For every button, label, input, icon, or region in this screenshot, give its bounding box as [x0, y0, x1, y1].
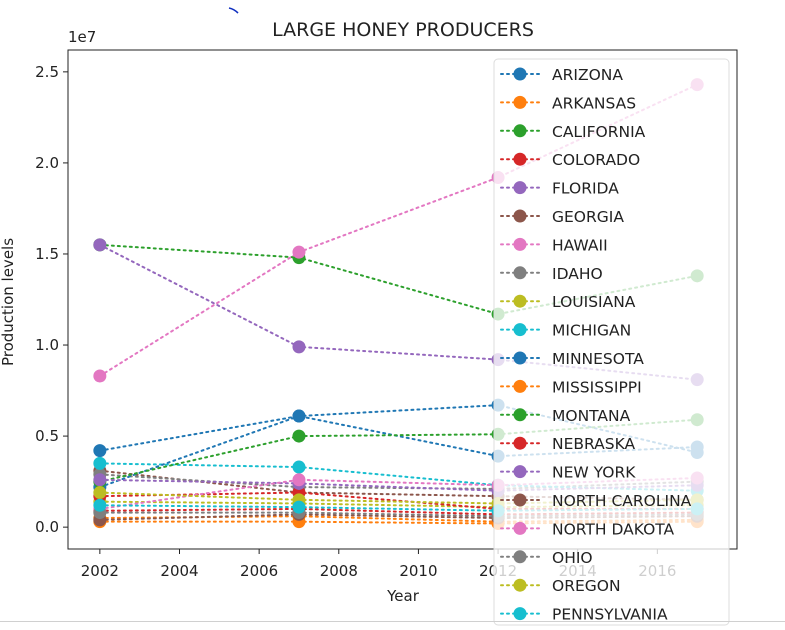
legend-item: NEW YORK [500, 464, 636, 482]
y-tick-label: 1.0 [35, 336, 59, 354]
legend-item: IDAHO [500, 265, 603, 283]
data-point [292, 245, 306, 259]
legend-label: MINNESOTA [552, 350, 644, 368]
legend-label: NORTH CAROLINA [552, 492, 692, 510]
legend-item: OREGON [500, 577, 621, 595]
legend-marker [513, 323, 527, 337]
y-tick-label: 2.0 [35, 154, 59, 172]
legend-marker [513, 578, 527, 592]
legend-marker [513, 209, 527, 223]
legend-item: CALIFORNIA [500, 123, 646, 141]
data-point [93, 238, 107, 252]
data-point [292, 500, 306, 514]
legend-item: FLORIDA [500, 180, 619, 198]
x-tick-label: 2004 [160, 562, 198, 580]
data-point [93, 444, 107, 458]
legend-label: GEORGIA [552, 208, 624, 226]
y-tick-label: 1.5 [35, 245, 59, 263]
data-point [292, 429, 306, 443]
chart-title: LARGE HONEY PRODUCERS [272, 19, 534, 41]
pen-mark-squiggle [228, 7, 239, 14]
series-line [98, 404, 699, 489]
legend-label: IDAHO [552, 265, 603, 283]
legend-item: PENNSYLVANIA [500, 606, 668, 624]
data-point [292, 473, 306, 487]
legend-marker [513, 266, 527, 280]
legend-item: MISSISSIPPI [500, 378, 642, 396]
legend-marker [513, 294, 527, 308]
y-axis-label: Production levels [0, 238, 17, 366]
data-point [292, 460, 306, 474]
x-axis-label: Year [386, 587, 420, 605]
legend-label: ARKANSAS [552, 94, 636, 112]
legend-marker [513, 95, 527, 109]
legend-label: FLORIDA [552, 180, 619, 198]
legend-label: MICHIGAN [552, 322, 631, 340]
legend-marker [513, 521, 527, 535]
legend-marker [513, 152, 527, 166]
legend-label: CALIFORNIA [552, 123, 646, 141]
legend-item: LOUISIANA [500, 293, 636, 311]
legend-box [493, 58, 730, 626]
y-tick-label: 2.5 [35, 63, 59, 81]
legend-marker [513, 351, 527, 365]
data-point [93, 473, 107, 487]
legend-label: ARIZONA [552, 66, 623, 84]
legend-marker [513, 493, 527, 507]
y-axis-offset-label: 1e7 [68, 28, 96, 46]
legend-marker [513, 550, 527, 564]
legend-label: HAWAII [552, 236, 608, 254]
legend-marker [513, 379, 527, 393]
legend-label: NORTH DAKOTA [552, 520, 675, 538]
legend-marker [513, 124, 527, 138]
x-tick-label: 2006 [240, 562, 278, 580]
legend-label: MISSISSIPPI [552, 378, 642, 396]
bottom-divider [0, 621, 785, 622]
plot-frame [67, 49, 738, 550]
legend-marker [513, 408, 527, 422]
legend-item: NEBRASKA [500, 435, 635, 453]
legend-marker [513, 237, 527, 251]
legend-label: MONTANA [552, 407, 631, 425]
data-point [93, 498, 107, 512]
legend-item: MICHIGAN [500, 322, 631, 340]
series-line [98, 243, 699, 316]
legend-marker [513, 436, 527, 450]
x-tick-label: 2002 [81, 562, 119, 580]
y-tick-label: 0.5 [35, 427, 59, 445]
legend-item: NORTH CAROLINA [500, 492, 692, 510]
legend-item: MINNESOTA [500, 350, 644, 368]
legend-label: OREGON [552, 577, 621, 595]
data-point [93, 456, 107, 470]
legend: ARIZONA ARKANSAS CALIFORNIA COLORADO FLORIDA… [493, 58, 730, 626]
legend-marker [513, 607, 527, 621]
legend-label: OHIO [552, 549, 593, 567]
legend-item: ARIZONA [500, 66, 623, 84]
x-tick-label: 2008 [320, 562, 358, 580]
y-tick-label: 0.0 [35, 518, 59, 536]
legend-item: COLORADO [500, 151, 640, 169]
legend-item: NORTH DAKOTA [500, 520, 675, 538]
legend-label: COLORADO [552, 151, 640, 169]
legend-marker [513, 465, 527, 479]
legend-label: LOUISIANA [552, 293, 636, 311]
legend-item: OHIO [500, 549, 593, 567]
data-point [292, 409, 306, 423]
data-point [93, 369, 107, 383]
legend-label: NEBRASKA [552, 435, 635, 453]
legend-marker [513, 181, 527, 195]
legend-marker [513, 67, 527, 81]
legend-label: PENNSYLVANIA [552, 606, 668, 624]
data-point [93, 486, 107, 500]
data-point [292, 340, 306, 354]
x-tick-label: 2010 [399, 562, 437, 580]
legend-item: GEORGIA [500, 208, 624, 226]
legend-item: ARKANSAS [500, 94, 636, 112]
legend-item: MONTANA [500, 407, 631, 425]
legend-label: NEW YORK [552, 464, 636, 482]
legend-item: HAWAII [500, 236, 608, 254]
